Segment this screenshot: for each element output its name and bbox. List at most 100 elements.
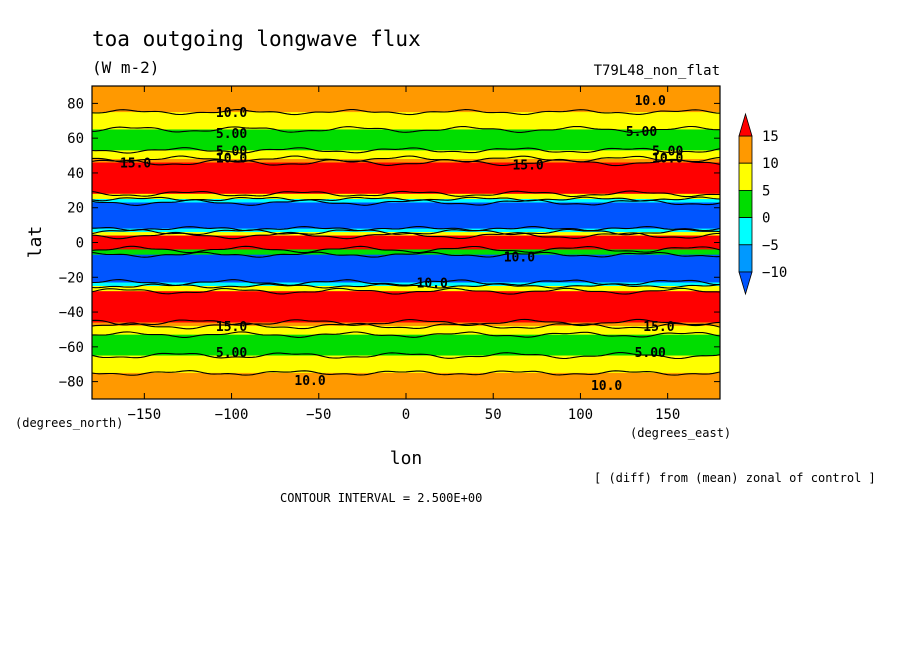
band [92,249,720,256]
filled-contour-bands [92,86,720,400]
contour-line [91,318,721,327]
colorbar-segment [738,162,753,191]
contour-label: 5.00 [652,144,683,159]
contour-line [91,158,721,167]
contour-label: 10.0 [216,151,247,166]
y-axis-label: lat [25,226,46,259]
contour-lines [91,109,721,376]
colorbar-top-arrow [738,112,753,137]
x-tick-label: −150 [127,407,161,423]
colorbar-segment [738,189,753,218]
band [92,325,720,336]
contour-label: 10.0 [417,276,448,291]
band [92,254,720,283]
contour-line [91,245,721,254]
chart-title: toa outgoing longwave flux [92,27,421,51]
y-tick-label: −40 [59,305,84,321]
colorbar-tick-label: 0 [762,211,770,227]
band [92,291,720,323]
contour-label: 10.0 [216,106,247,121]
band [92,129,720,151]
band [92,235,720,250]
contour-line [91,228,721,236]
x-tick-label: 50 [485,407,502,423]
band [92,228,720,233]
contour-label: 15.0 [120,157,151,172]
contour-line [91,231,720,240]
colorbar-tick-label: 10 [762,156,779,172]
band [92,193,720,200]
contour-label: 5.00 [216,144,247,159]
band [92,159,720,164]
colorbar-bottom-arrow [738,271,753,296]
contour-label: 10.0 [591,379,622,394]
contour-label: 5.00 [216,346,247,361]
x-units-label: (degrees_east) [630,426,731,440]
footnote: [ (diff) from (mean) zonal of control ] [594,471,876,485]
colorbar-tick-label: −10 [762,265,787,281]
contour-line [91,322,721,330]
y-tick-label: 0 [76,236,84,252]
x-axis-label: lon [390,448,423,469]
contour-label: 15.0 [216,320,247,335]
contour-label: 5.00 [626,125,657,140]
contour-line [91,109,721,116]
contour-line [92,226,721,232]
band [92,355,720,374]
y-tick-label: 80 [67,96,84,112]
colorbar-tick-label: −5 [762,238,779,254]
y-tick-label: 40 [67,166,84,182]
contour-line [92,155,721,163]
contour-line [91,287,721,295]
contour-label: 5.00 [216,127,247,142]
contour-label: 10.0 [504,250,535,265]
contour-interval: CONTOUR INTERVAL = 2.500E+00 [280,491,482,505]
y-tick-label: 60 [67,131,84,147]
contour-line [91,251,721,258]
contour-line [91,352,721,360]
x-axis: −150 −100 −50 0 50 100 150 [127,86,680,423]
contour-label: 15.0 [512,158,543,173]
band [92,162,720,195]
contour-line [91,190,721,198]
band [92,285,720,292]
y-tick-label: 20 [67,201,84,217]
run-label: T79L48_non_flat [594,63,720,79]
x-tick-label: −100 [215,407,249,423]
band [92,202,720,230]
contour-line [91,370,721,376]
y-tick-label: −20 [59,270,84,286]
x-tick-label: 0 [402,407,410,423]
y-units-label: (degrees_north) [15,416,123,430]
contour-line [91,283,721,289]
x-tick-label: 100 [568,407,593,423]
contour-label: 15.0 [643,320,674,335]
y-tick-label: −80 [59,375,84,391]
contour-label: 5.00 [635,346,666,361]
colorbar-tick-label: 15 [762,129,779,145]
x-tick-label: −50 [306,407,331,423]
x-tick-label: 150 [655,407,680,423]
colorbar-tick-label: 5 [762,183,770,199]
contour-line [91,199,721,206]
contour-label: 10.0 [652,151,683,166]
y-axis: 80 60 40 20 0 −20 −40 −60 −80 [59,96,720,391]
colorbar-segment [738,217,753,246]
contour-line [91,125,720,134]
chart-units: (W m-2) [92,58,159,77]
band [92,282,720,287]
band [92,334,720,357]
contour-label: 10.0 [635,94,666,109]
band [92,322,720,327]
band [92,112,720,130]
colorbar-segment [738,135,753,164]
contour-line [91,147,721,154]
y-tick-label: −60 [59,340,84,356]
colorbar-segment [738,244,753,273]
band [92,150,720,160]
contour-line [92,331,721,338]
contour-label: 10.0 [294,374,325,389]
colorbar: 15 10 5 0 −5 −10 [738,112,787,296]
